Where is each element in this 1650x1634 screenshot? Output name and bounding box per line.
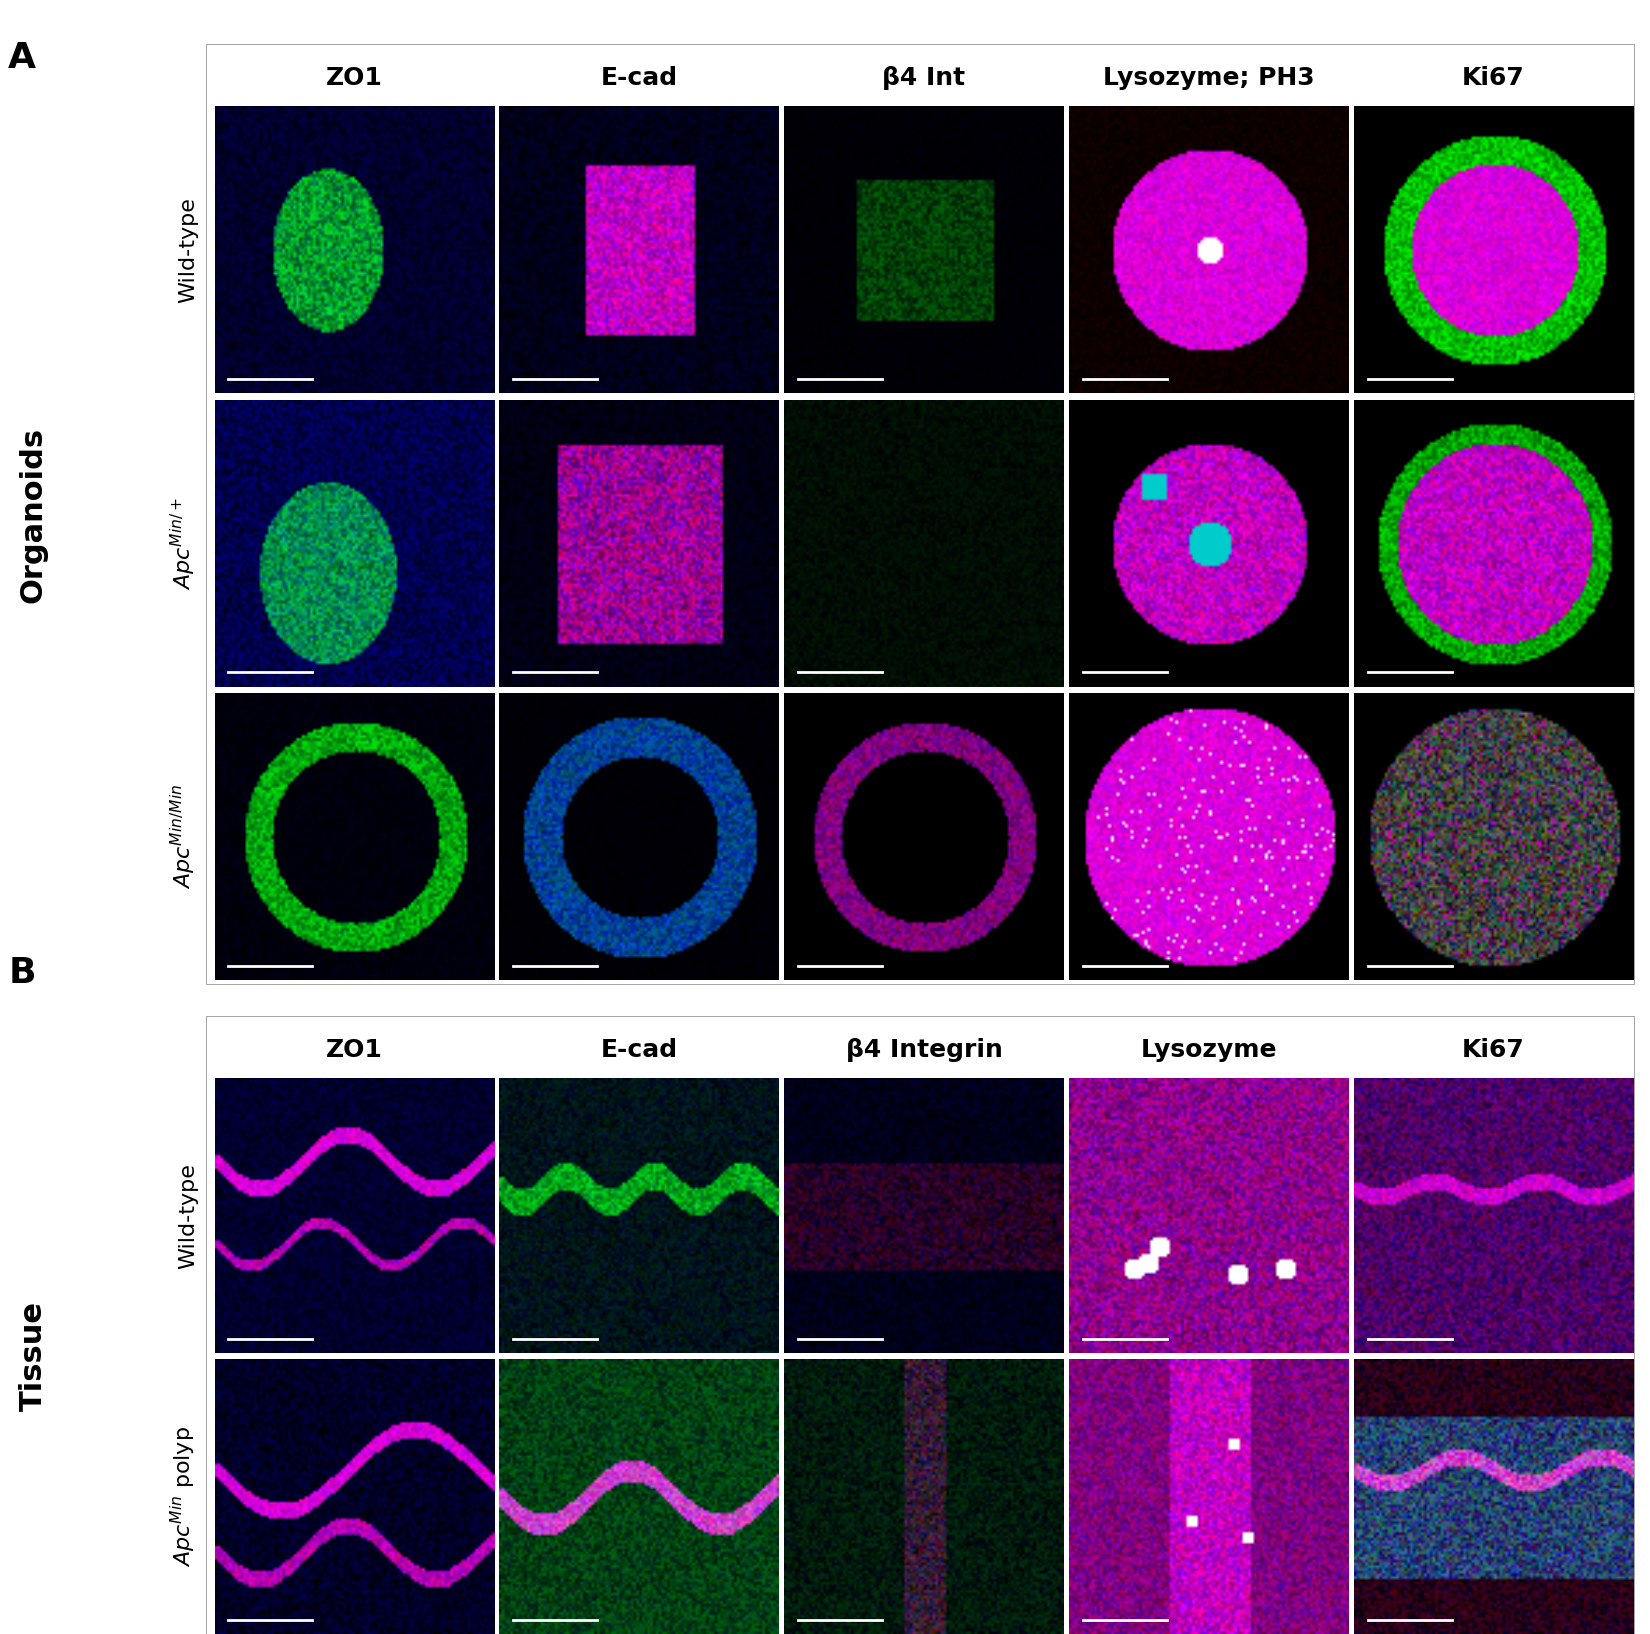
Text: Ki67: Ki67 [1462, 1038, 1525, 1062]
Text: E-cad: E-cad [601, 1038, 678, 1062]
Text: β4 Int: β4 Int [883, 65, 965, 90]
Text: Lysozyme: Lysozyme [1140, 1038, 1277, 1062]
Text: ZO1: ZO1 [327, 1038, 383, 1062]
Text: β4 Integrin: β4 Integrin [845, 1038, 1003, 1062]
Text: A: A [8, 41, 36, 75]
Text: Lysozyme; PH3: Lysozyme; PH3 [1102, 65, 1315, 90]
Text: Wild-type: Wild-type [178, 1163, 198, 1268]
Text: Wild-type: Wild-type [178, 196, 198, 302]
Text: Organoids: Organoids [18, 426, 48, 603]
Text: $Apc^{Min/Min}$: $Apc^{Min/Min}$ [168, 784, 198, 889]
Text: E-cad: E-cad [601, 65, 678, 90]
Text: $Apc^{Min}$ polyp: $Apc^{Min}$ polyp [168, 1426, 198, 1567]
Text: B: B [8, 956, 36, 990]
Text: Ki67: Ki67 [1462, 65, 1525, 90]
Text: $Apc^{Min/+}$: $Apc^{Min/+}$ [168, 497, 198, 590]
Text: Tissue: Tissue [18, 1301, 48, 1412]
Text: ZO1: ZO1 [327, 65, 383, 90]
